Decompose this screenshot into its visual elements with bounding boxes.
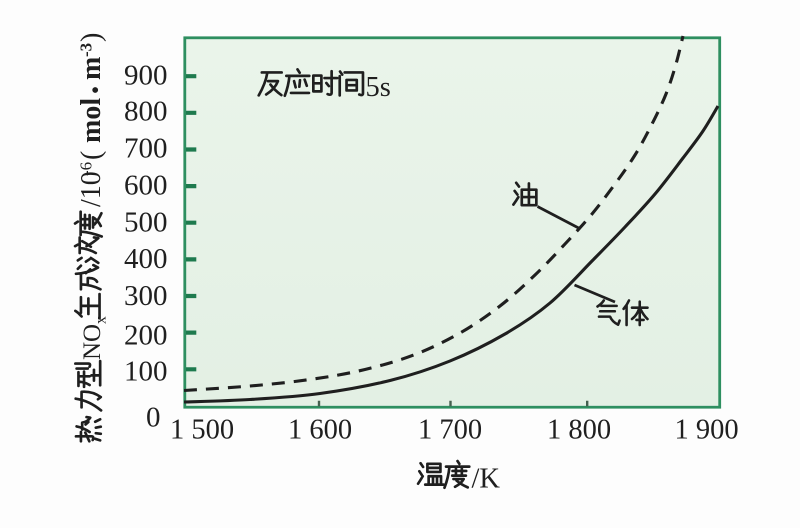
svg-text:5s: 5s [366,72,391,103]
svg-text:1 500: 1 500 [170,414,234,445]
svg-text:400: 400 [124,243,168,275]
svg-text:700: 700 [124,133,168,165]
svg-text:600: 600 [124,170,168,202]
svg-text:900: 900 [124,60,168,92]
svg-text:100: 100 [124,356,168,388]
svg-text:/K: /K [472,464,501,495]
svg-text:-3: -3 [77,43,96,57]
svg-text:800: 800 [124,96,168,128]
svg-text:1 800: 1 800 [547,414,611,445]
svg-text:200: 200 [124,319,168,351]
svg-text:/10: /10 [76,171,107,207]
svg-text:x: x [93,316,110,324]
svg-text:NO: NO [79,324,106,360]
svg-text:(: ( [76,151,107,160]
svg-text:mol: mol [76,98,107,143]
svg-text:): ) [76,33,107,42]
svg-text:500: 500 [124,206,168,238]
svg-text:m: m [76,57,107,80]
svg-text:-6: -6 [77,162,96,176]
svg-text:1 900: 1 900 [674,414,738,445]
svg-text:1 700: 1 700 [418,414,482,445]
svg-text:300: 300 [124,280,168,312]
svg-text:0: 0 [146,402,161,434]
svg-text:1 600: 1 600 [288,414,352,445]
